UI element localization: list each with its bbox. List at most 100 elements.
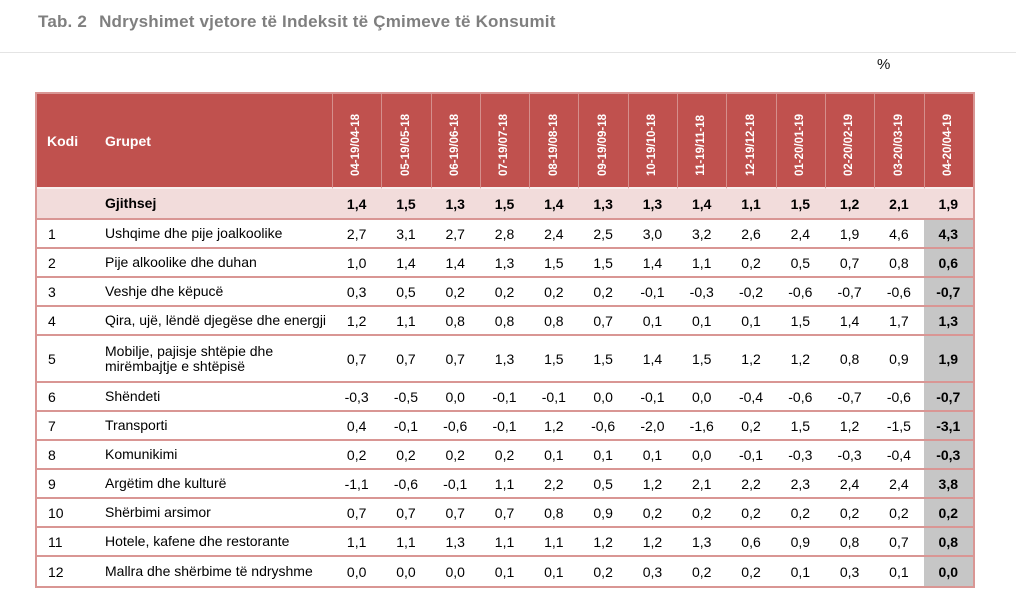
value-cell: -0,6 [874, 278, 924, 307]
value-cell: 0,7 [381, 336, 431, 383]
value-cell: 0,9 [775, 528, 825, 557]
value-cell: 1,1 [529, 528, 579, 557]
value-cell: 0,8 [824, 336, 875, 383]
period-label: 08-19/08-18 [547, 113, 560, 176]
value-cell: 0,2 [726, 499, 776, 528]
value-cell: 2,2 [529, 470, 579, 499]
value-cell: 0,8 [923, 528, 973, 557]
value-cell: 2,4 [529, 220, 579, 249]
value-cell: -0,6 [874, 383, 924, 412]
period-label: 03-20/03-19 [892, 113, 905, 176]
table-row: 9 Argëtim dhe kulturë -1,1 -0,6 -0,1 1,1 2,2 0,… [37, 470, 973, 499]
total-value-cell: 1,5 [479, 189, 530, 220]
value-cell: 1,2 [529, 412, 579, 441]
value-cell: 0,2 [874, 499, 924, 528]
value-cell: 0,3 [824, 557, 875, 586]
total-row: Gjithsej 1,4 1,5 1,3 1,5 1,4 1,3 1,3 1,4 1,1 1,5 1,… [37, 189, 973, 220]
total-value-cell: 1,5 [381, 189, 431, 220]
value-cell: 2,2 [726, 470, 776, 499]
value-cell: -0,1 [479, 412, 530, 441]
value-cell: -0,6 [578, 412, 628, 441]
table-row: 2 Pije alkoolike dhe duhan 1,0 1,4 1,4 1,3 1,5… [37, 249, 973, 278]
value-cell: 3,1 [381, 220, 431, 249]
table-title-prefix: Tab. 2 [38, 12, 88, 31]
column-header-kodi: Kodi [37, 94, 97, 189]
value-cell: 0,1 [578, 441, 628, 470]
value-cell: -0,1 [479, 383, 530, 412]
value-cell: 1,4 [627, 336, 678, 383]
percent-unit-label: % [877, 56, 891, 73]
value-cell: 0,4 [332, 412, 382, 441]
value-cell: 0,2 [529, 278, 579, 307]
value-cell: 0,1 [627, 441, 678, 470]
column-header-period: 06-19/06-18 [430, 94, 480, 189]
total-value-cell: 2,1 [874, 189, 924, 220]
horizontal-rule [0, 52, 1016, 53]
value-cell: 1,2 [578, 528, 628, 557]
value-cell: 0,7 [479, 499, 530, 528]
value-cell: 0,2 [726, 249, 776, 278]
value-cell: 1,5 [578, 336, 628, 383]
total-code-cell [37, 189, 97, 220]
value-cell: 0,9 [578, 499, 628, 528]
value-cell: 1,2 [726, 336, 776, 383]
row-code: 11 [37, 528, 97, 557]
value-cell: 0,7 [824, 249, 875, 278]
value-cell: 1,3 [479, 336, 530, 383]
value-cell: 1,1 [479, 470, 530, 499]
value-cell: 0,1 [529, 557, 579, 586]
value-cell: 1,4 [430, 249, 480, 278]
column-header-period: 12-19/12-18 [726, 94, 776, 189]
value-cell: 1,1 [332, 528, 382, 557]
value-cell: 3,8 [923, 470, 973, 499]
value-cell: 0,7 [332, 336, 382, 383]
table-row: 5 Mobilje, pajisje shtëpie dhe mirëmbajtj… [37, 336, 973, 383]
row-code: 10 [37, 499, 97, 528]
value-cell: 0,8 [430, 307, 480, 336]
column-header-period: 04-20/04-19 [923, 94, 973, 189]
period-label: 09-19/09-18 [596, 113, 609, 176]
value-cell: 1,3 [479, 249, 530, 278]
value-cell: 1,9 [923, 336, 973, 383]
value-cell: -0,4 [726, 383, 776, 412]
column-header-period: 01-20/01-19 [775, 94, 825, 189]
value-cell: -0,1 [430, 470, 480, 499]
value-cell: 1,4 [381, 249, 431, 278]
value-cell: -1,5 [874, 412, 924, 441]
value-cell: -0,1 [627, 278, 678, 307]
value-cell: 1,5 [529, 336, 579, 383]
value-cell: 0,2 [578, 557, 628, 586]
value-cell: 0,8 [479, 307, 530, 336]
value-cell: 0,0 [381, 557, 431, 586]
row-label: Hotele, kafene dhe restorante [97, 528, 332, 557]
row-code: 5 [37, 336, 97, 383]
value-cell: 0,0 [677, 383, 727, 412]
column-header-period: 08-19/08-18 [529, 94, 579, 189]
value-cell: 0,0 [430, 383, 480, 412]
value-cell: 0,2 [775, 499, 825, 528]
row-label: Ushqime dhe pije joalkoolike [97, 220, 332, 249]
value-cell: -0,6 [775, 383, 825, 412]
value-cell: 0,3 [627, 557, 678, 586]
period-label: 01-20/01-19 [794, 113, 807, 176]
value-cell: 2,5 [578, 220, 628, 249]
value-cell: 1,1 [677, 249, 727, 278]
total-value-cell: 1,9 [923, 189, 973, 220]
value-cell: 0,0 [578, 383, 628, 412]
column-header-period: 03-20/03-19 [874, 94, 924, 189]
value-cell: 0,7 [430, 499, 480, 528]
value-cell: 0,2 [677, 499, 727, 528]
period-label: 04-20/04-19 [942, 113, 955, 176]
value-cell: 0,7 [381, 499, 431, 528]
value-cell: 3,2 [677, 220, 727, 249]
value-cell: 0,5 [381, 278, 431, 307]
value-cell: 1,5 [775, 412, 825, 441]
value-cell: 0,5 [578, 470, 628, 499]
value-cell: -0,6 [430, 412, 480, 441]
row-label: Mallra dhe shërbime të ndryshme [97, 557, 332, 586]
row-code: 9 [37, 470, 97, 499]
row-label: Shëndeti [97, 383, 332, 412]
value-cell: 3,0 [627, 220, 678, 249]
total-value-cell: 1,4 [332, 189, 382, 220]
